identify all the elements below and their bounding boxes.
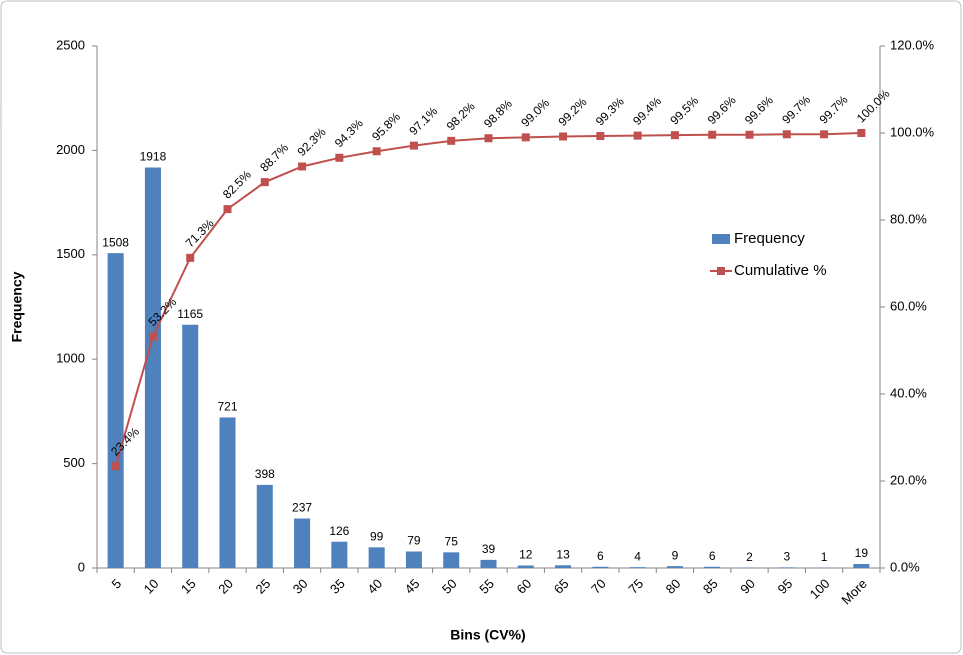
legend-label: Frequency [734,230,805,247]
bar [555,565,572,568]
legend-swatch [712,234,730,244]
bar [256,484,273,568]
bar-value-label: 3 [783,550,790,564]
bar [294,518,311,568]
bar-value-label: 2 [746,550,753,564]
bar-value-label: 6 [709,549,716,563]
bar-value-label: 9 [672,548,679,562]
bar [182,324,199,568]
bar-value-label: 721 [217,400,237,414]
y2-tick-label: 100.0% [890,124,935,139]
y2-tick-label: 80.0% [890,211,927,226]
bar [592,566,609,568]
bar [629,567,646,568]
line-marker [260,178,269,187]
line-marker [782,130,791,139]
line-marker [596,132,605,141]
line-marker [521,133,530,142]
y2-tick-label: 20.0% [890,472,927,487]
bar-value-label: 1918 [140,150,167,164]
legend-label: Cumulative % [734,262,827,279]
bar-value-label: 75 [445,535,459,549]
bar-value-label: 237 [292,501,312,515]
line-marker [223,205,232,214]
bar-value-label: 13 [556,547,570,561]
y2-tick-label: 120.0% [890,37,935,52]
x-axis-title: Bins (CV%) [450,627,525,643]
y-axis-title: Frequency [9,271,25,342]
bar [331,541,348,568]
y2-tick-label: 60.0% [890,298,927,313]
line-marker [745,130,754,139]
bar [368,547,385,568]
line-marker [708,130,717,139]
line-marker [820,130,829,139]
bar-value-label: 398 [255,467,275,481]
line-marker [409,141,418,150]
line-marker [484,134,493,143]
y-tick-label: 2000 [56,142,85,157]
y2-tick-label: 40.0% [890,385,927,400]
bar [704,566,721,568]
y-tick-label: 2500 [56,37,85,52]
y-tick-label: 1500 [56,246,85,261]
bar-value-label: 1165 [177,307,203,321]
bar-value-label: 99 [370,530,384,544]
y2-tick-label: 0.0% [890,559,920,574]
line-marker [670,131,679,140]
line-marker [447,136,456,145]
bar [144,167,161,568]
bar-value-label: 79 [407,534,421,548]
bar-value-label: 12 [519,548,533,562]
line-marker [111,462,120,471]
bar-value-label: 19 [855,546,869,560]
line-marker [559,132,568,141]
bar [778,567,795,568]
bar-value-label: 1508 [102,235,129,249]
y-tick-label: 500 [63,455,85,470]
line-marker [335,153,344,162]
bar [517,565,534,568]
bar [666,566,683,568]
line-marker [857,129,866,137]
bar [480,559,497,568]
bar [107,253,124,569]
bar [405,551,422,568]
bar-value-label: 1 [821,550,828,564]
line-marker [186,253,195,262]
line-marker [148,332,157,341]
bar-value-label: 39 [482,542,496,556]
bar [443,552,460,568]
line-marker [372,147,381,156]
line-marker [633,131,642,140]
bar [219,417,236,568]
y-tick-label: 1000 [56,351,85,366]
bar-value-label: 126 [329,524,349,538]
bar-value-label: 4 [634,549,641,563]
bar-value-label: 6 [597,549,604,563]
y-tick-label: 0 [78,559,85,574]
bar [853,564,870,568]
line-marker [298,162,307,171]
legend-swatch-marker [717,267,725,275]
